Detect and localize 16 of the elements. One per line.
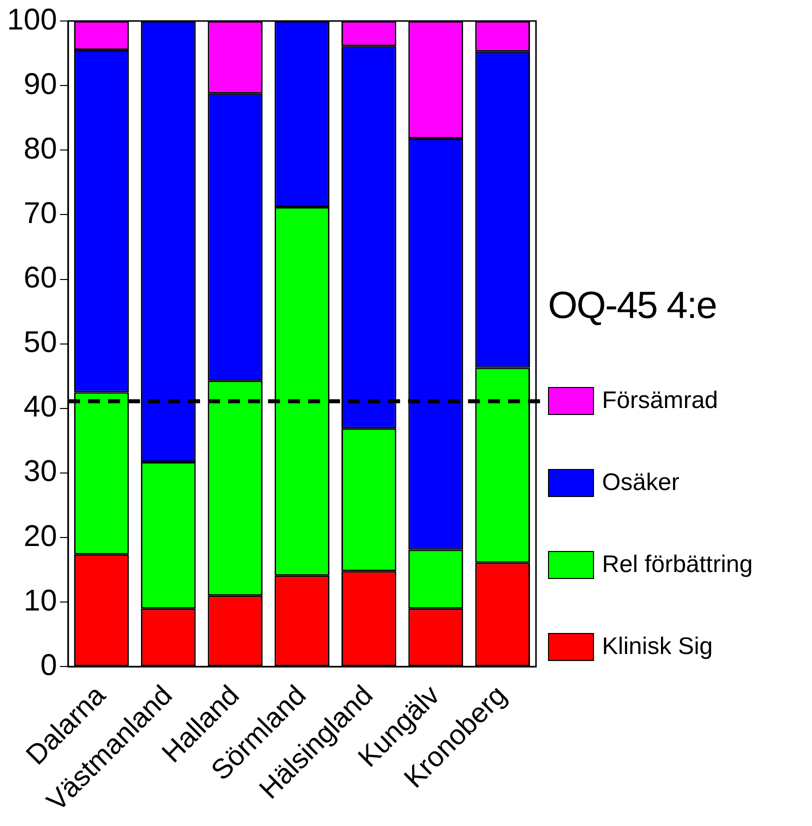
- legend-label: Rel förbättring: [602, 551, 753, 579]
- legend-label: Försämrad: [602, 387, 718, 415]
- y-tick-label: 30: [24, 455, 58, 488]
- y-tick-label: 0: [40, 648, 58, 682]
- legend-label: Klinisk Sig: [602, 633, 713, 661]
- y-tick-label: 20: [24, 520, 58, 553]
- text: Osäker: [602, 469, 680, 497]
- legend-title: OQ-45 4:e: [548, 285, 718, 328]
- y-tick-label: 90: [24, 68, 58, 101]
- y-tick-label: 40: [24, 390, 58, 424]
- y-tick-label: 70: [24, 196, 58, 230]
- y-tick-label: 10: [24, 584, 58, 618]
- y-tick-label: 80: [24, 132, 58, 166]
- y-tick-label: 50: [24, 326, 58, 360]
- y-tick-label: 60: [24, 262, 58, 295]
- y-tick-label: 100: [6, 3, 58, 36]
